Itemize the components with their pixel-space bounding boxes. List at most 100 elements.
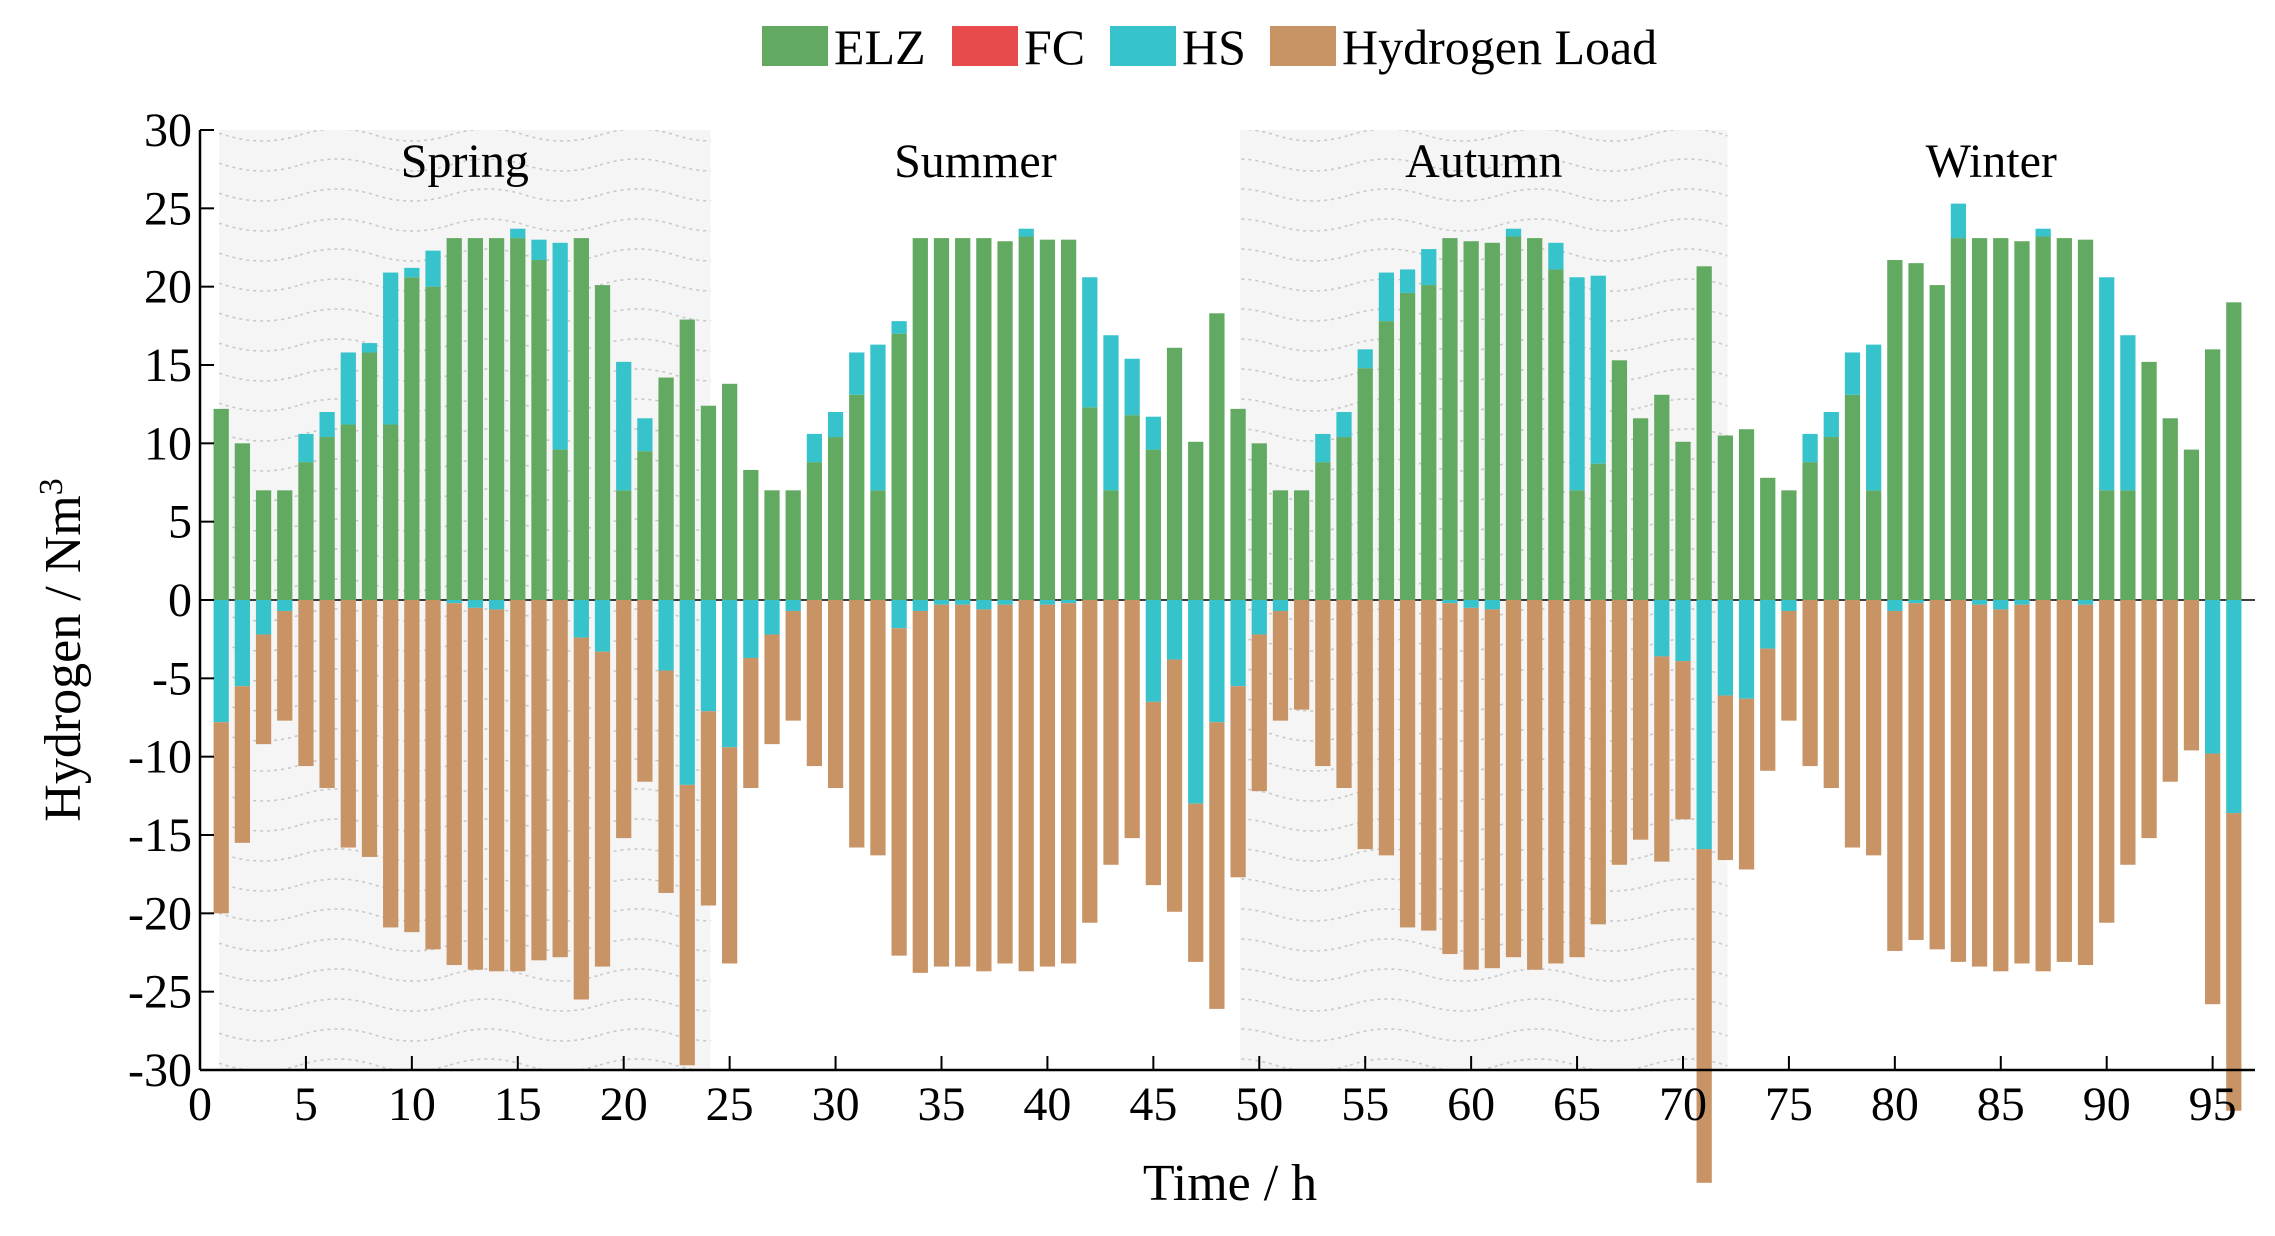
bar-hydrogen-load-h79 xyxy=(1866,600,1882,856)
bar-hs-charge-h55 xyxy=(1357,349,1373,369)
bar-hydrogen-load-h28 xyxy=(785,610,801,721)
bar-hs-discharge-h71 xyxy=(1696,600,1712,850)
bar-elz-h57 xyxy=(1399,292,1416,600)
season-label-summer: Summer xyxy=(894,135,1057,188)
bar-hydrogen-load-h20 xyxy=(616,600,632,839)
bar-elz-h12 xyxy=(446,238,462,600)
bar-elz-h34 xyxy=(912,238,928,600)
bar-elz-h22 xyxy=(658,377,674,600)
bar-hydrogen-load-h43 xyxy=(1103,600,1119,865)
bar-elz-h83 xyxy=(1950,238,1967,600)
bar-hs-charge-h32 xyxy=(870,344,886,491)
bar-hydrogen-load-h84 xyxy=(1971,604,1988,967)
legend-swatch-fc xyxy=(952,26,1018,66)
bar-hydrogen-load-h88 xyxy=(2056,600,2072,962)
bar-hs-charge-h64 xyxy=(1548,242,1564,270)
bar-hydrogen-load-h4 xyxy=(277,610,293,721)
bar-hs-discharge-h74 xyxy=(1760,600,1776,649)
bar-hs-discharge-h25 xyxy=(722,600,738,748)
bar-elz-h13 xyxy=(467,238,484,600)
bar-hydrogen-load-h95 xyxy=(2205,753,2221,1005)
bar-hs-discharge-h35 xyxy=(933,600,950,605)
bar-elz-h2 xyxy=(234,443,250,600)
bar-elz-h5 xyxy=(298,462,314,600)
bar-elz-h66 xyxy=(1590,463,1606,600)
bar-hs-charge-h6 xyxy=(319,412,335,438)
bar-elz-h52 xyxy=(1294,490,1310,600)
bar-hs-discharge-h1 xyxy=(213,600,229,723)
y-tick-label: 15 xyxy=(144,339,192,392)
bar-hs-discharge-h14 xyxy=(488,600,505,610)
x-axis-title: Time / h xyxy=(1143,1155,1317,1212)
bar-hs-charge-h76 xyxy=(1802,433,1818,463)
bar-elz-h72 xyxy=(1717,435,1733,600)
bar-elz-h76 xyxy=(1802,462,1818,600)
bar-hs-discharge-h12 xyxy=(446,600,462,604)
bar-hs-discharge-h51 xyxy=(1272,600,1289,611)
bar-hydrogen-load-h50 xyxy=(1251,634,1267,792)
bar-elz-h71 xyxy=(1696,266,1712,600)
bar-elz-h79 xyxy=(1866,490,1882,600)
y-tick-label: 30 xyxy=(144,104,192,157)
bar-hydrogen-load-h34 xyxy=(912,610,928,973)
bar-hydrogen-load-h38 xyxy=(997,604,1013,964)
y-tick-label: -30 xyxy=(128,1044,192,1097)
bar-hs-discharge-h2 xyxy=(234,600,250,687)
bar-hs-discharge-h72 xyxy=(1717,600,1733,696)
x-tick-label: 55 xyxy=(1341,1078,1389,1131)
bar-hydrogen-load-h42 xyxy=(1082,600,1098,923)
bar-hydrogen-load-h35 xyxy=(933,604,950,967)
bar-elz-h10 xyxy=(404,277,420,600)
x-tick-label: 40 xyxy=(1023,1078,1071,1131)
x-tick-label: 0 xyxy=(188,1078,212,1131)
y-axis-title-main: Hydrogen / Nm xyxy=(35,495,92,821)
bar-elz-h27 xyxy=(764,490,780,600)
y-axis-title-group: Hydrogen / Nm3 xyxy=(33,478,93,821)
y-axis-title-superscript: 3 xyxy=(33,478,70,495)
bar-hs-charge-h20 xyxy=(616,361,632,491)
bar-hs-charge-h39 xyxy=(1018,228,1034,237)
bar-hydrogen-load-h44 xyxy=(1124,600,1140,839)
bar-hs-discharge-h26 xyxy=(743,600,759,658)
bar-elz-h81 xyxy=(1908,263,1924,600)
season-label-autumn: Autumn xyxy=(1405,135,1562,188)
bar-hydrogen-load-h90 xyxy=(2099,600,2115,923)
bar-elz-h21 xyxy=(637,451,653,600)
bar-hs-discharge-h22 xyxy=(658,600,674,671)
bar-elz-h15 xyxy=(510,238,526,600)
bar-hydrogen-load-h48 xyxy=(1209,722,1225,1009)
bar-hydrogen-load-h92 xyxy=(2141,600,2157,839)
x-tick-label: 30 xyxy=(812,1078,860,1131)
bar-hs-charge-h79 xyxy=(1866,344,1882,491)
bar-hs-charge-h42 xyxy=(1082,277,1098,408)
bar-hydrogen-load-h23 xyxy=(679,784,695,1066)
bar-hs-discharge-h33 xyxy=(891,600,907,629)
bar-hs-discharge-h28 xyxy=(785,600,801,611)
bar-hydrogen-load-h19 xyxy=(594,651,611,967)
bar-hydrogen-load-h59 xyxy=(1442,603,1458,955)
bar-hydrogen-load-h16 xyxy=(531,600,547,961)
bar-elz-h35 xyxy=(933,238,950,600)
bar-hs-charge-h53 xyxy=(1315,433,1331,463)
bar-hs-charge-h44 xyxy=(1124,358,1140,416)
bar-hydrogen-load-h82 xyxy=(1929,600,1945,950)
bar-hydrogen-load-h11 xyxy=(425,600,441,950)
bar-elz-h48 xyxy=(1209,313,1225,600)
bar-elz-h93 xyxy=(2162,418,2178,600)
bar-hydrogen-load-h64 xyxy=(1548,600,1564,964)
bar-hydrogen-load-h93 xyxy=(2162,600,2178,782)
bar-hydrogen-load-h3 xyxy=(255,634,272,745)
bar-elz-h85 xyxy=(1993,238,2009,600)
bar-hydrogen-load-h85 xyxy=(1993,609,2009,972)
bar-hydrogen-load-h52 xyxy=(1294,600,1310,710)
bar-hydrogen-load-h32 xyxy=(870,600,886,856)
bar-elz-h19 xyxy=(594,285,611,600)
bar-elz-h73 xyxy=(1738,429,1755,600)
x-tick-label: 75 xyxy=(1765,1078,1813,1131)
bar-hydrogen-load-h68 xyxy=(1632,600,1649,840)
y-tick-label: -10 xyxy=(128,731,192,784)
bar-hs-charge-h54 xyxy=(1336,412,1352,438)
bar-elz-h38 xyxy=(997,241,1013,600)
y-tick-label: -20 xyxy=(128,887,192,940)
